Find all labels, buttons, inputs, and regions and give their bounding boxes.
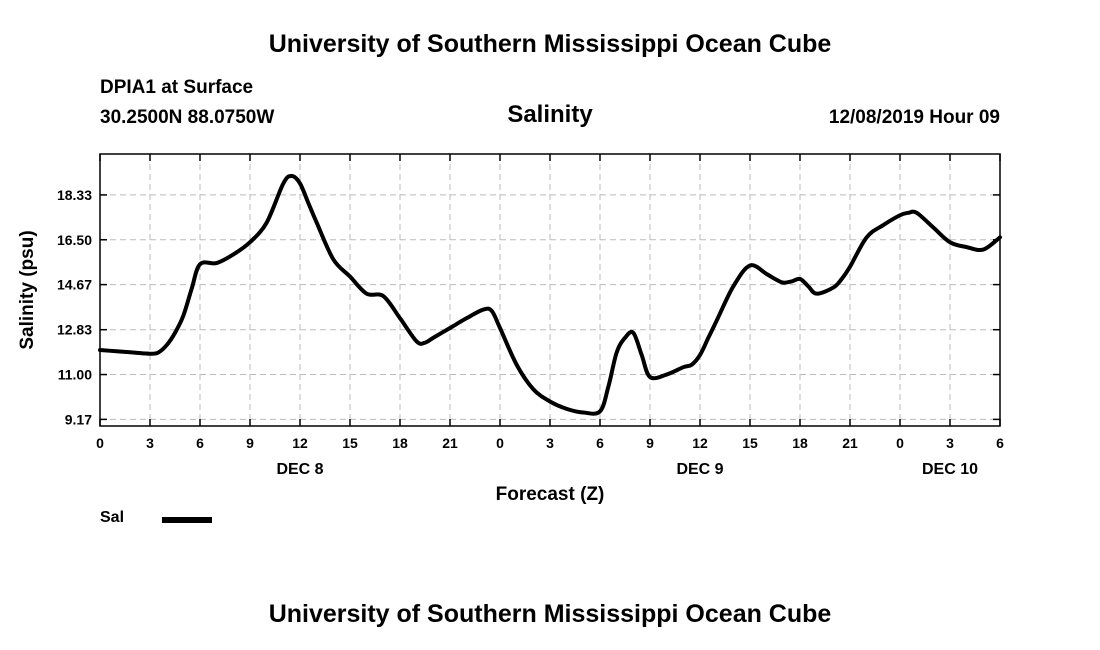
- plot-frame: [99, 153, 1001, 427]
- x-tick-label: 9: [646, 435, 654, 451]
- variable-title: Salinity: [507, 101, 593, 128]
- series-line-sal: [98, 174, 1002, 416]
- y-axis-label: Salinity (psu): [17, 230, 38, 349]
- station-label: DPIA1 at Surface: [100, 77, 254, 98]
- x-tick-label: 9: [246, 435, 254, 451]
- x-tick-label: 6: [596, 435, 604, 451]
- x-tick-label: 12: [692, 435, 708, 451]
- coordinates-label: 30.2500N 88.0750W: [100, 107, 275, 128]
- x-tick-label: 15: [342, 435, 358, 451]
- y-tick-label: 16.50: [57, 232, 92, 248]
- date-label: DEC 9: [676, 461, 723, 478]
- y-tick-label: 9.17: [65, 411, 92, 427]
- x-tick-label: 6: [196, 435, 204, 451]
- x-tick-label: 3: [146, 435, 154, 451]
- x-tick-label: 3: [946, 435, 954, 451]
- legend-label: Sal: [100, 509, 125, 526]
- x-tick-label: 0: [496, 435, 504, 451]
- x-tick-label: 15: [742, 435, 758, 451]
- date-label: DEC 10: [922, 461, 978, 478]
- x-tick-label: 18: [792, 435, 808, 451]
- chart-tick-labels: 0 3 6 9 12 15 18 21 0 3 6 9 12 15 18 21 0 3 6 9.17 11.00 12.8…: [57, 187, 1004, 478]
- x-tick-label: 21: [842, 435, 858, 451]
- x-tick-label: 18: [392, 435, 408, 451]
- x-tick-label: 0: [96, 435, 104, 451]
- x-tick-label: 0: [896, 435, 904, 451]
- y-tick-label: 12.83: [57, 322, 92, 338]
- y-tick-label: 18.33: [57, 187, 92, 203]
- datetime-label: 12/08/2019 Hour 09: [828, 107, 1000, 128]
- date-label: DEC 8: [276, 461, 323, 478]
- x-axis-label: Forecast (Z): [496, 484, 605, 505]
- footer-title: University of Southern Mississippi Ocean…: [268, 600, 832, 628]
- chart-grid: [100, 154, 1000, 426]
- x-tick-label: 21: [442, 435, 458, 451]
- chart-title: University of Southern Mississippi Ocean…: [268, 30, 832, 58]
- legend-swatch: [162, 517, 212, 523]
- x-tick-label: 3: [546, 435, 554, 451]
- y-tick-label: 11.00: [58, 367, 92, 383]
- y-tick-label: 14.67: [57, 277, 92, 293]
- x-tick-label: 12: [292, 435, 308, 451]
- x-tick-label: 6: [996, 435, 1004, 451]
